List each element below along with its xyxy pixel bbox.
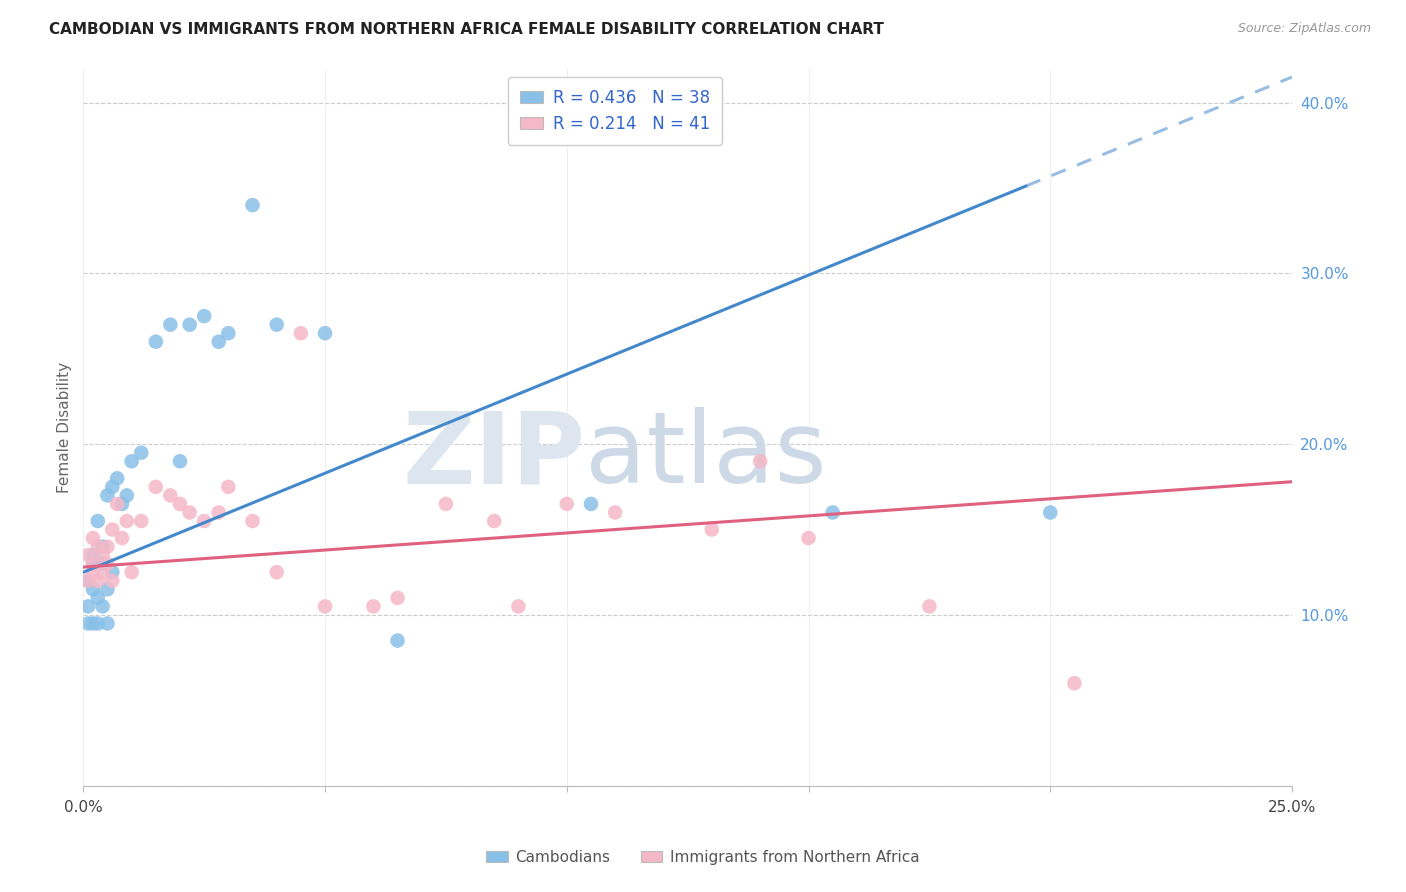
Text: ZIP: ZIP [402, 408, 585, 504]
Point [797, 531, 820, 545]
Point [77, 574, 100, 588]
Point [217, 480, 239, 494]
Point [96, 557, 118, 571]
Point [266, 566, 288, 580]
Point [179, 318, 201, 332]
Point [169, 497, 191, 511]
Point [82, 557, 104, 571]
Point [87, 514, 110, 528]
Point [314, 599, 336, 614]
Point [579, 497, 602, 511]
Point [193, 309, 215, 323]
Point [484, 514, 506, 528]
Point [821, 506, 844, 520]
Point [208, 334, 231, 349]
Point [87, 574, 110, 588]
Point [82, 582, 104, 597]
Point [1039, 506, 1062, 520]
Point [82, 531, 104, 545]
Legend: Cambodians, Immigrants from Northern Africa: Cambodians, Immigrants from Northern Afr… [481, 844, 925, 871]
Point [434, 497, 457, 511]
Point [145, 334, 167, 349]
Point [96, 540, 118, 554]
Point [96, 488, 118, 502]
Point [91, 599, 114, 614]
Point [121, 566, 143, 580]
Point [115, 488, 138, 502]
Point [96, 582, 118, 597]
Text: atlas: atlas [585, 408, 827, 504]
Point [179, 506, 201, 520]
Text: Source: ZipAtlas.com: Source: ZipAtlas.com [1237, 22, 1371, 36]
Point [105, 497, 128, 511]
Point [121, 454, 143, 468]
Point [101, 480, 124, 494]
Point [266, 318, 288, 332]
Point [242, 514, 264, 528]
Point [208, 506, 231, 520]
Text: CAMBODIAN VS IMMIGRANTS FROM NORTHERN AFRICA FEMALE DISABILITY CORRELATION CHART: CAMBODIAN VS IMMIGRANTS FROM NORTHERN AF… [49, 22, 884, 37]
Point [101, 523, 124, 537]
Point [82, 616, 104, 631]
Point [77, 574, 100, 588]
Point [77, 616, 100, 631]
Point [918, 599, 941, 614]
Point [1063, 676, 1085, 690]
Point [159, 488, 181, 502]
Point [77, 599, 100, 614]
Point [82, 548, 104, 562]
Point [145, 480, 167, 494]
Point [555, 497, 578, 511]
Point [101, 566, 124, 580]
Point [91, 566, 114, 580]
Point [87, 540, 110, 554]
Point [111, 531, 134, 545]
Point [82, 566, 104, 580]
Point [91, 557, 114, 571]
Y-axis label: Female Disability: Female Disability [58, 361, 72, 492]
Point [91, 540, 114, 554]
Point [87, 616, 110, 631]
Point [217, 326, 239, 341]
Point [131, 514, 153, 528]
Point [749, 454, 772, 468]
Point [131, 446, 153, 460]
Point [603, 506, 626, 520]
Point [290, 326, 312, 341]
Point [77, 548, 100, 562]
Point [169, 454, 191, 468]
Point [105, 471, 128, 485]
Point [111, 497, 134, 511]
Point [387, 633, 409, 648]
Point [82, 557, 104, 571]
Point [87, 591, 110, 605]
Point [700, 523, 723, 537]
Point [115, 514, 138, 528]
Point [387, 591, 409, 605]
Point [101, 574, 124, 588]
Point [242, 198, 264, 212]
Point [314, 326, 336, 341]
Legend: R = 0.436   N = 38, R = 0.214   N = 41: R = 0.436 N = 38, R = 0.214 N = 41 [508, 77, 723, 145]
Point [91, 548, 114, 562]
Point [508, 599, 530, 614]
Point [159, 318, 181, 332]
Point [96, 616, 118, 631]
Point [87, 557, 110, 571]
Point [193, 514, 215, 528]
Point [363, 599, 385, 614]
